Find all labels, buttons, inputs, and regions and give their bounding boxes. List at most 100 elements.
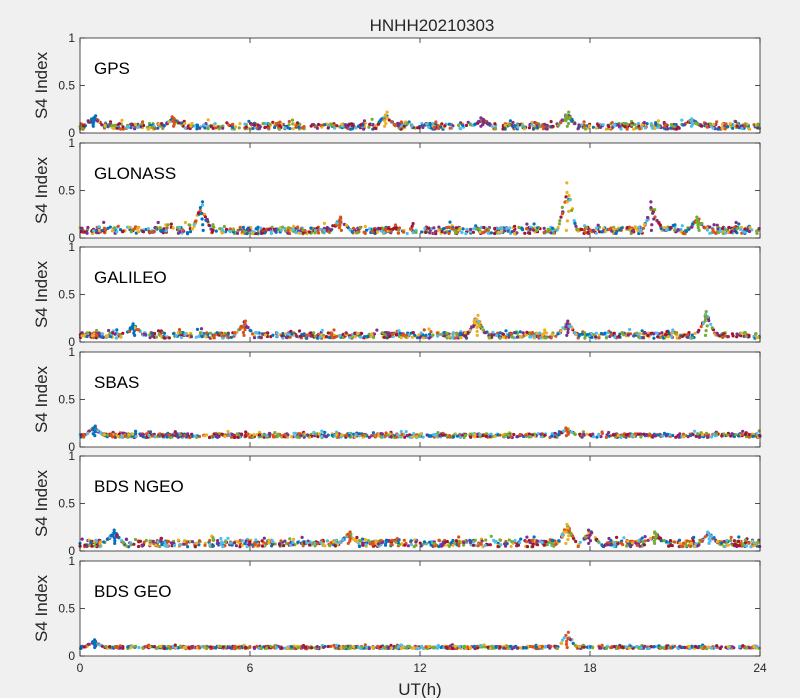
data-point [186, 232, 190, 236]
data-point [193, 434, 197, 438]
data-point [736, 539, 741, 544]
data-point [565, 333, 569, 337]
data-point [79, 230, 83, 234]
data-point [653, 208, 657, 212]
data-point [724, 122, 728, 126]
data-point [183, 122, 187, 126]
data-point [747, 541, 751, 545]
data-point [740, 126, 744, 131]
data-point [609, 538, 613, 543]
data-point [297, 231, 301, 235]
data-point [117, 122, 121, 126]
data-point [734, 433, 738, 437]
data-point [189, 335, 193, 339]
data-point [678, 541, 682, 545]
data-point [669, 123, 673, 127]
data-point [264, 122, 268, 126]
data-point [560, 205, 564, 209]
data-point [577, 333, 582, 337]
data-point [364, 228, 369, 232]
data-point [169, 222, 173, 226]
data-point [668, 539, 673, 543]
data-point [234, 544, 238, 548]
data-point [735, 543, 739, 547]
data-point [570, 208, 574, 213]
data-point [345, 223, 349, 227]
data-point [565, 219, 570, 223]
data-point [291, 540, 295, 545]
data-point [641, 335, 646, 340]
data-point [570, 430, 574, 434]
data-point [637, 124, 641, 128]
data-point [248, 228, 252, 232]
data-point [649, 122, 653, 126]
data-point [159, 334, 163, 338]
data-point [344, 433, 349, 437]
data-point [165, 544, 169, 549]
data-point [575, 227, 579, 231]
data-point [324, 335, 328, 339]
data-point [432, 226, 436, 230]
data-point [469, 540, 473, 545]
data-point [102, 226, 106, 230]
data-point [183, 220, 187, 225]
data-point [394, 333, 399, 337]
data-point [530, 123, 534, 127]
data-point [607, 434, 611, 438]
data-point [681, 435, 686, 439]
data-point [129, 230, 133, 234]
data-point [672, 540, 677, 544]
data-point [692, 535, 696, 540]
data-point [652, 217, 656, 221]
data-point [437, 544, 441, 549]
data-point [141, 230, 146, 234]
data-point [196, 211, 200, 215]
data-point [137, 544, 141, 549]
data-point [508, 119, 512, 123]
data-point [340, 122, 344, 126]
data-point [206, 127, 210, 131]
data-point [188, 223, 192, 227]
data-point [279, 228, 283, 232]
data-point [530, 331, 534, 336]
data-point [530, 538, 535, 542]
data-point [335, 334, 339, 339]
data-point [287, 226, 291, 230]
data-point [680, 334, 685, 338]
data-point [582, 432, 586, 436]
data-point [331, 124, 335, 128]
data-point [573, 331, 577, 335]
data-point [190, 227, 194, 231]
data-point [305, 336, 309, 340]
data-point [124, 537, 128, 541]
data-point [595, 435, 599, 439]
data-point [262, 536, 266, 540]
data-point [205, 331, 209, 335]
data-point [263, 125, 267, 130]
data-point [211, 536, 215, 540]
data-point [560, 212, 565, 216]
data-point [361, 543, 365, 547]
data-point [390, 120, 394, 124]
data-point [226, 335, 230, 339]
data-point [690, 117, 694, 121]
data-point [725, 433, 729, 437]
data-point [488, 335, 492, 339]
data-point [690, 336, 694, 340]
data-point [383, 227, 387, 231]
data-point [474, 321, 478, 325]
data-point [106, 433, 110, 437]
data-point [305, 541, 309, 545]
data-point [437, 225, 441, 229]
data-point [673, 331, 678, 335]
data-point [80, 537, 84, 541]
data-point [727, 226, 731, 230]
data-point [409, 227, 413, 231]
data-point [306, 433, 310, 437]
data-point [749, 545, 753, 549]
data-point [690, 541, 694, 545]
data-point [458, 126, 462, 130]
data-point [551, 226, 555, 230]
y-tick-label: 0.5 [58, 288, 75, 302]
